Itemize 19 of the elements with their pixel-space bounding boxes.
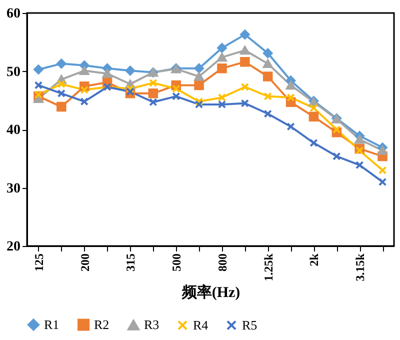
x-tick-label: 200 xyxy=(78,254,92,272)
x-tick-label: 2k xyxy=(307,253,322,266)
x-tick-label: 125 xyxy=(32,254,46,272)
legend-label: R5 xyxy=(242,317,258,332)
legend-label: R2 xyxy=(94,316,110,332)
y-tick-label: 30 xyxy=(6,181,20,196)
legend-label: R4 xyxy=(193,317,209,332)
y-tick-label: 50 xyxy=(6,64,20,80)
legend-label: R3 xyxy=(144,317,160,332)
y-tick-label: 40 xyxy=(6,123,20,138)
x-tick-label: 500 xyxy=(170,254,184,272)
x-tick-label: 800 xyxy=(215,254,230,272)
y-tick-label: 60 xyxy=(6,6,20,22)
x-axis-title: 频率(Hz) xyxy=(180,283,240,302)
x-tick-label: 315 xyxy=(124,254,138,272)
x-tick-label: 1.25k xyxy=(261,253,276,282)
legend-label: R1 xyxy=(44,316,60,332)
y-tick-label: 20 xyxy=(6,240,20,254)
x-tick-label: 3.15k xyxy=(353,253,368,282)
